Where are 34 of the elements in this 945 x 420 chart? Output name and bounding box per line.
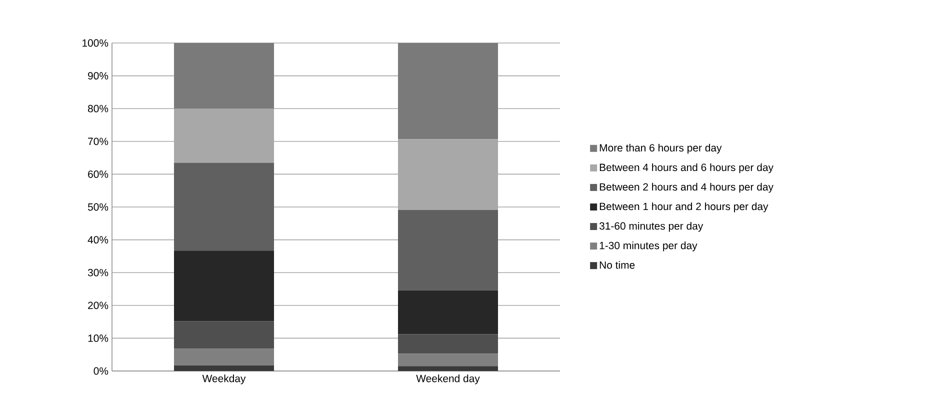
x-tick-label: Weekday [202, 374, 246, 384]
bar [398, 210, 498, 290]
y-tick-label: 30% [88, 268, 108, 276]
bar [174, 250, 274, 322]
bar [398, 42, 498, 140]
bar [398, 334, 498, 354]
y-tick-label: 90% [88, 72, 108, 80]
y-tick-label: 70% [88, 138, 108, 146]
legend-label: More than 6 hours per day [600, 144, 722, 154]
legend-label: 31-60 minutes per day [599, 222, 704, 232]
y-tick-label: 20% [88, 302, 108, 310]
legend-label: No time [600, 261, 635, 269]
legend-label: Between 4 hours and 6 hours per day [600, 163, 774, 174]
bar [398, 354, 498, 366]
y-tick-label: 50% [88, 203, 108, 211]
x-tick-label: Weekend day [416, 374, 480, 384]
bar [174, 365, 274, 371]
legend-label: 1-30 minutes per day [600, 242, 698, 252]
bar [174, 162, 274, 251]
bar [398, 366, 498, 371]
legend-label: Between 2 hours and 4 hours per day [600, 182, 774, 193]
bar [398, 139, 498, 210]
y-tick-label: 10% [88, 334, 108, 342]
bar [174, 108, 274, 163]
bar [174, 42, 274, 109]
y-tick-label: 40% [88, 236, 108, 244]
y-tick-label: 0% [94, 367, 108, 375]
bar [398, 290, 498, 334]
y-tick-label: 100% [82, 39, 108, 47]
y-tick-label: 60% [88, 170, 108, 178]
y-tick-label: 80% [88, 104, 108, 112]
bar [174, 348, 274, 366]
legend-label: Between 1 hour and 2 hours per day [600, 202, 768, 212]
bar [174, 321, 274, 349]
